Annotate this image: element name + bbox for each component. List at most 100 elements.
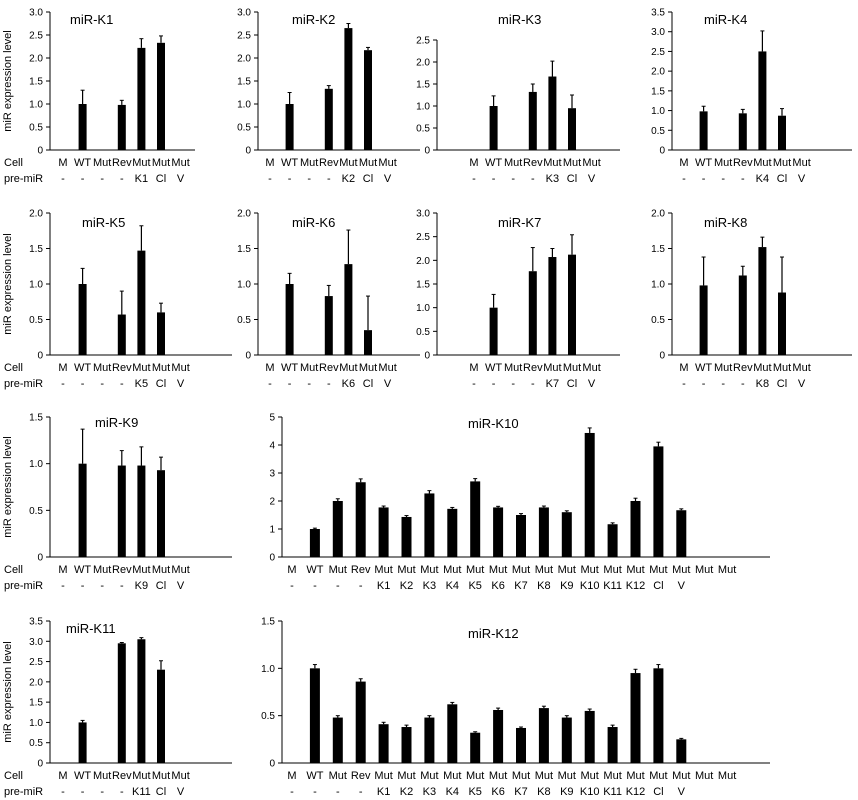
bar (676, 510, 687, 557)
bar (653, 668, 664, 763)
y-tick-label: 1.0 (29, 100, 43, 111)
category-label: Mut (603, 770, 621, 782)
bar (401, 727, 412, 763)
category-label: WT (695, 362, 712, 374)
bar (157, 470, 165, 557)
bar (548, 76, 557, 150)
category-label: Mut (359, 157, 377, 169)
category-label: Rev (112, 362, 132, 374)
premir-label: Cl (156, 378, 166, 390)
bar (117, 314, 126, 355)
premir-label: K6 (491, 786, 504, 798)
chart-title: miR-K6 (292, 215, 335, 230)
premir-label: - (81, 786, 85, 798)
bar (758, 51, 767, 150)
chart-panel: 00.51.01.52.02.53.0 miR-K2M WT Mut Rev Mut Mut… (237, 8, 420, 185)
category-label: Mut (714, 362, 732, 374)
category-label: Mut (152, 564, 170, 576)
bar (493, 507, 504, 557)
premir-label: - (120, 378, 124, 390)
premir-label: - (61, 786, 65, 798)
y-tick-label: 2.0 (29, 54, 43, 65)
row-label-cell: Cell (4, 362, 23, 374)
y-tick-label: 0.5 (651, 315, 665, 326)
premir-label: K2 (400, 580, 413, 592)
bar (538, 708, 549, 763)
premir-label: - (472, 173, 476, 185)
category-label: Mut (171, 770, 189, 782)
premir-label: K3 (423, 580, 436, 592)
bar (528, 271, 537, 355)
bar (738, 275, 747, 355)
premir-label: - (511, 173, 515, 185)
chart-title: miR-K4 (704, 12, 747, 27)
premir-label: - (359, 580, 363, 592)
premir-label: Cl (363, 173, 373, 185)
y-tick-label: 3.5 (651, 8, 665, 19)
y-tick-label: 1.5 (29, 413, 43, 424)
bar (424, 717, 435, 763)
category-label: M (469, 157, 478, 169)
category-label: M (287, 770, 296, 782)
category-label: Mut (558, 564, 576, 576)
premir-label: V (177, 786, 185, 798)
category-label: Rev (523, 157, 543, 169)
premir-label: K3 (423, 786, 436, 798)
category-label: WT (74, 770, 91, 782)
premir-label: V (798, 173, 806, 185)
y-tick-label: 3.5 (29, 617, 43, 628)
category-label: Mut (558, 770, 576, 782)
bar (364, 330, 372, 355)
premir-label: - (313, 786, 317, 798)
bar (778, 115, 786, 150)
bar (309, 668, 320, 763)
category-label: Mut (489, 770, 507, 782)
category-label: M (58, 770, 67, 782)
premir-label: - (100, 173, 104, 185)
y-tick-label: 1.5 (416, 280, 430, 291)
category-label: Mut (329, 770, 347, 782)
category-label: Rev (351, 564, 371, 576)
premir-label: - (531, 173, 535, 185)
category-label: Rev (733, 157, 753, 169)
premir-label: Cl (567, 173, 577, 185)
category-label: Mut (329, 564, 347, 576)
bar (568, 108, 576, 150)
category-label: Mut (93, 157, 111, 169)
bar (355, 482, 366, 557)
category-label: Mut (718, 564, 736, 576)
y-tick-label: 0 (424, 351, 430, 362)
premir-label: - (359, 786, 363, 798)
bar (568, 254, 576, 355)
premir-label: K6 (491, 580, 504, 592)
category-label: Rev (112, 157, 132, 169)
y-tick-label: 0 (424, 146, 430, 157)
category-label: Mut (374, 770, 392, 782)
bar (78, 284, 87, 355)
y-tick-label: 2.5 (651, 47, 665, 58)
premir-label: K2 (342, 173, 355, 185)
premir-label: - (702, 378, 706, 390)
y-tick-label: 5 (269, 413, 275, 424)
y-axis-label: miR expression level (2, 641, 14, 742)
y-tick-label: 3 (269, 469, 275, 480)
premir-label: K12 (626, 580, 646, 592)
category-label: Mut (420, 770, 438, 782)
premir-label: - (100, 786, 104, 798)
chart-title: miR-K11 (66, 621, 116, 636)
premir-label: V (588, 378, 596, 390)
bar (493, 709, 504, 763)
category-label: Mut (535, 770, 553, 782)
bar (364, 50, 372, 150)
y-tick-label: 1.5 (651, 244, 665, 255)
bar (447, 508, 458, 557)
premir-label: K5 (468, 786, 481, 798)
premir-label: - (81, 173, 85, 185)
category-label: WT (281, 157, 298, 169)
y-tick-label: 1.5 (29, 244, 43, 255)
category-label: WT (74, 157, 91, 169)
bar (117, 643, 126, 763)
